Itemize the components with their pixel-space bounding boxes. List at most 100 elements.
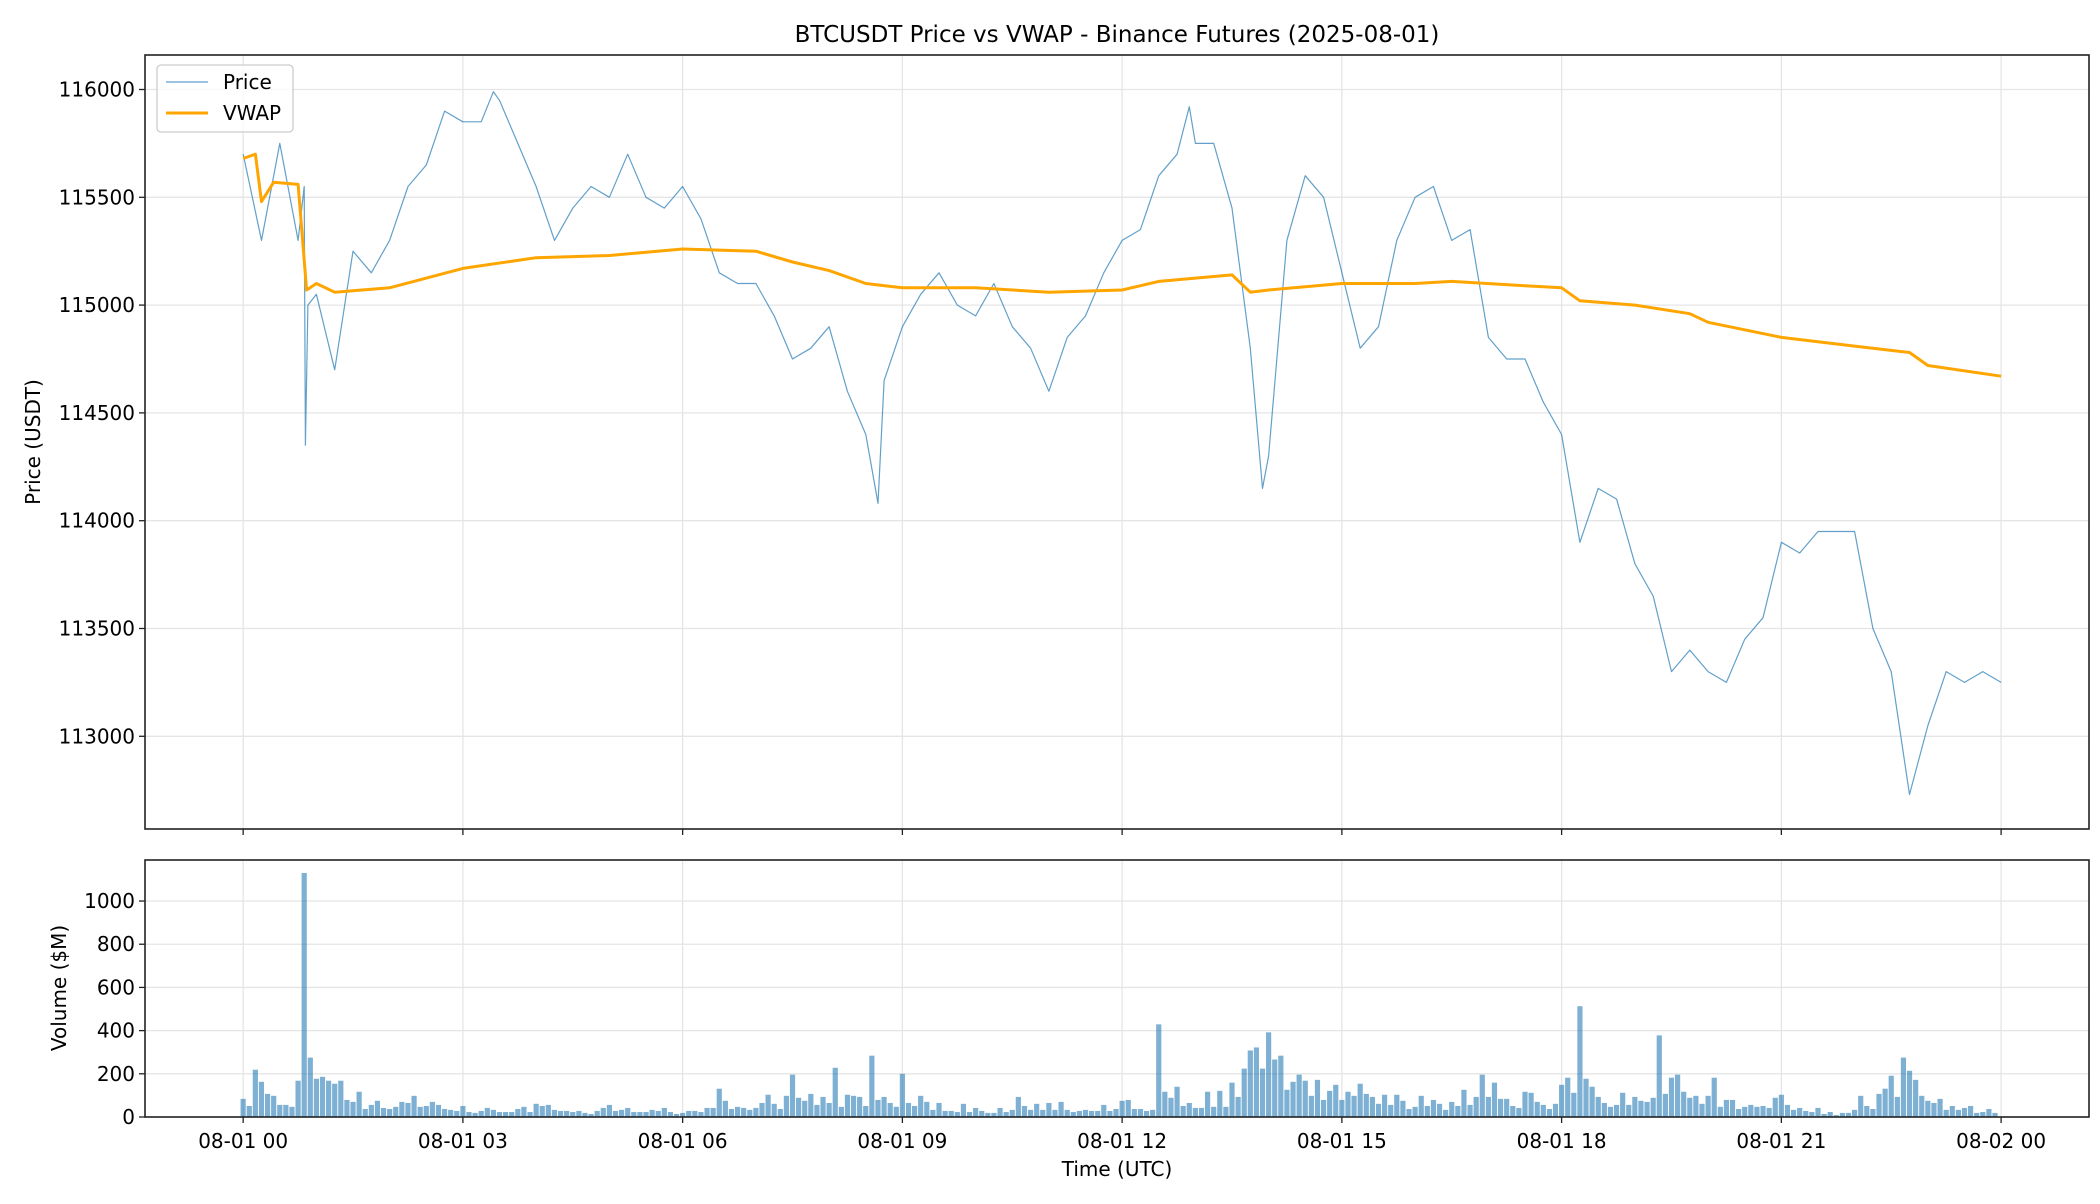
volume-bar [1961,1107,1968,1117]
volume-bar [411,1095,417,1117]
volume-bar [850,1095,857,1117]
volume-bar [307,1057,313,1117]
volume-y-tick-label: 0 [122,1105,135,1129]
volume-bar [600,1107,606,1117]
volume-bar [1491,1082,1498,1117]
volume-bar [1906,1070,1913,1117]
volume-bar [655,1110,661,1117]
volume-bar [936,1102,942,1117]
volume-bar [979,1110,985,1117]
volume-bar [680,1112,686,1117]
volume-bar [1687,1097,1693,1117]
volume-bar [1620,1092,1626,1117]
volume-bar [539,1105,545,1117]
price-y-tick-label: 115500 [59,185,135,209]
volume-bar [643,1112,649,1117]
volume-bar [960,1103,967,1117]
volume-bar [1308,1095,1314,1117]
volume-bar [1314,1079,1321,1117]
price-y-tick-label: 114500 [59,401,135,425]
volume-bar [368,1104,374,1117]
volume-bar [1192,1107,1198,1117]
volume-bar [496,1112,503,1117]
volume-bar [704,1107,710,1117]
price-axis-ticks: 113000 113500 114000 114500 115000 115500 1160… [59,77,2002,835]
volume-bar [1681,1091,1687,1117]
volume-bar [1900,1057,1907,1117]
volume-bar [533,1103,539,1117]
volume-bar [1870,1109,1876,1117]
volume-bar [1296,1074,1302,1117]
price-grid [145,55,2089,829]
volume-bar [1333,1084,1339,1117]
volume-bar [606,1104,612,1117]
volume-bar [1778,1094,1784,1117]
volume-bar [1815,1107,1821,1117]
volume-bar [1003,1112,1009,1117]
volume-bar [1766,1107,1772,1117]
volume-bar [1119,1100,1125,1117]
volume-bar [1485,1096,1491,1117]
volume-bar [570,1112,576,1117]
volume-bar [1754,1106,1760,1117]
volume-bar [1711,1077,1717,1117]
volume-bar [857,1096,863,1117]
x-tick-label: 08-01 21 [1736,1129,1826,1153]
volume-bar [1375,1103,1382,1117]
volume-bar [1345,1091,1351,1117]
volume-bar [1565,1077,1571,1117]
volume-axes-frame [144,859,2090,1118]
price-y-tick-label: 113500 [59,616,135,640]
volume-bar [551,1109,558,1117]
volume-bar [1241,1068,1247,1117]
volume-bar [728,1109,735,1117]
volume-bar [1864,1105,1870,1117]
volume-bar [722,1100,728,1117]
volume-bar [612,1110,619,1117]
volume-bar [1528,1092,1534,1117]
volume-bar [1400,1100,1406,1117]
volume-bar [429,1101,435,1117]
volume-bar [1204,1091,1211,1117]
volume-bar [1693,1095,1699,1117]
volume-bar [1571,1092,1577,1117]
volume-bar [252,1069,258,1117]
volume-bar [1516,1107,1522,1117]
volume-bar [1473,1096,1479,1117]
volume-bar [466,1112,472,1117]
volume-bar [264,1093,271,1117]
x-tick-label: 08-01 00 [198,1129,288,1153]
volume-bar [1320,1099,1327,1117]
price-y-label: Price (USDT) [21,379,45,505]
volume-bar [417,1106,423,1117]
volume-bar [869,1055,875,1117]
volume-bar [1040,1109,1046,1117]
volume-y-tick-label: 800 [97,932,135,956]
volume-bar [326,1080,332,1117]
volume-bar [893,1106,899,1117]
volume-bar [545,1104,551,1117]
volume-bar [338,1080,344,1117]
volume-bar [393,1106,399,1117]
x-tick-label: 08-01 18 [1517,1129,1607,1153]
volume-bar [460,1105,466,1117]
volume-bar [515,1109,521,1117]
legend-price-label: Price [223,70,272,94]
volume-bar [374,1100,381,1117]
volume-bar [1015,1096,1021,1117]
volume-bar [1278,1055,1284,1117]
volume-bar [673,1113,680,1117]
volume-bar [344,1099,350,1117]
volume-bar [789,1074,796,1117]
x-tick-label: 08-01 06 [638,1129,728,1153]
volume-bar [1980,1112,1986,1117]
volume-bar [564,1110,570,1117]
volume-bar [423,1105,429,1117]
volume-y-tick-label: 1000 [84,889,135,913]
vwap-line [242,152,2002,378]
volume-bar [1156,1024,1162,1117]
volume-bar [820,1096,826,1117]
volume-bar [1595,1096,1601,1117]
volume-bar [1723,1099,1730,1117]
volume-bar [448,1109,454,1117]
